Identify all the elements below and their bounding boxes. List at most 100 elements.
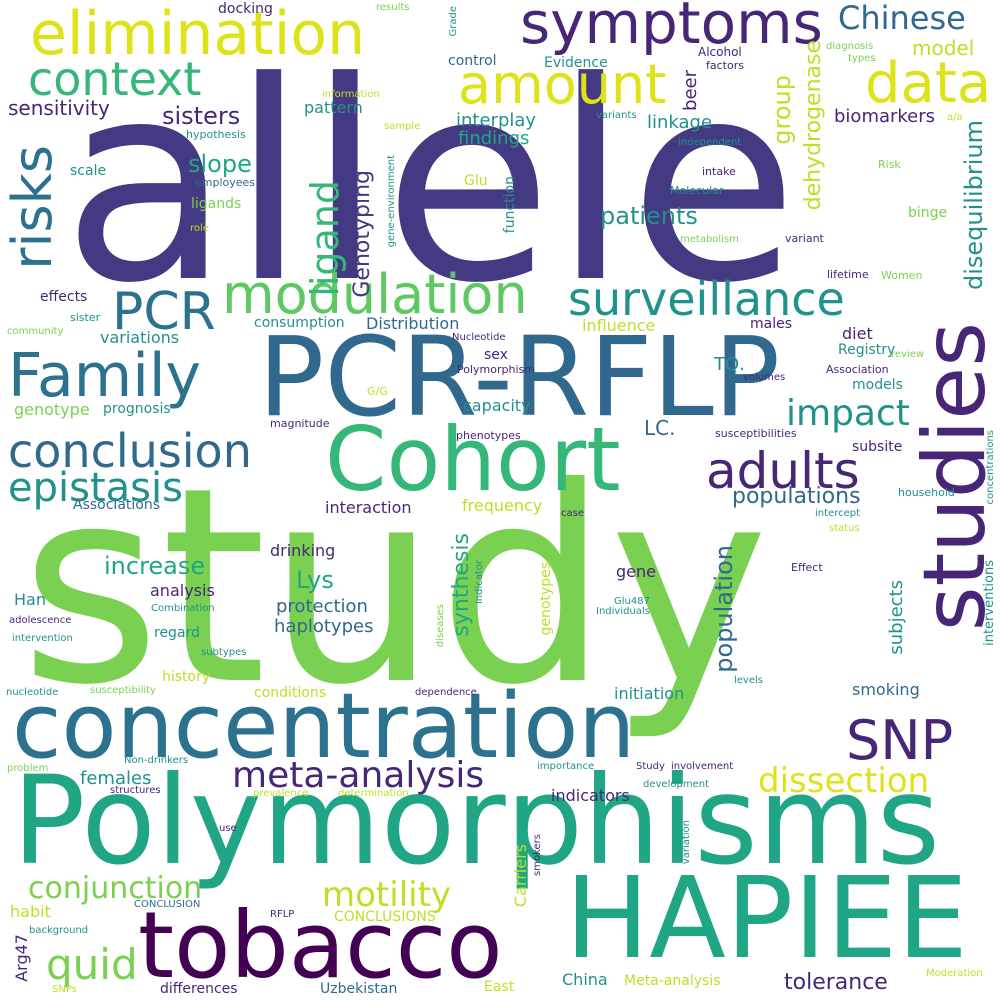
word-symptoms: symptoms — [520, 0, 823, 57]
word-pattern: pattern — [304, 98, 363, 117]
word-conclusion-caps: CONCLUSION — [134, 899, 201, 910]
word-context: context — [28, 52, 202, 106]
word-model: model — [912, 36, 975, 60]
word-synthesis: synthesis — [449, 533, 474, 637]
word-slope: slope — [188, 150, 252, 178]
word-dissection: dissection — [758, 761, 930, 801]
word-types: types — [848, 53, 876, 64]
word-biomarkers: biomarkers — [834, 106, 936, 127]
word-frequency: frequency — [462, 496, 543, 515]
word-sample: sample — [384, 121, 421, 132]
word-pcr-rflp: PCR-RFLP — [258, 313, 781, 441]
word-women: Women — [881, 269, 923, 282]
word-independent: independent — [678, 137, 742, 148]
word-consumption: consumption — [254, 315, 345, 331]
word-analysis: analysis — [150, 581, 215, 600]
word-tobacco: tobacco — [138, 892, 503, 999]
word-increase: increase — [104, 552, 206, 580]
word-distribution: Distribution — [366, 314, 460, 333]
word-conditions: conditions — [254, 685, 327, 701]
word-rflp: RFLP — [270, 909, 295, 920]
word-sister: sister — [70, 311, 101, 324]
word-individuals: Individuals — [596, 606, 650, 617]
word-allele: allele — [62, 23, 799, 343]
word-linkage: linkage — [647, 112, 713, 133]
word-uzbekistan: Uzbekistan — [320, 981, 398, 997]
word-ligands: ligands — [191, 196, 242, 212]
word-chinese: Chinese — [838, 0, 966, 37]
word-community: community — [7, 326, 64, 337]
word-motility: motility — [322, 875, 452, 915]
word-interaction: interaction — [325, 498, 412, 517]
word-females: females — [80, 768, 152, 789]
word-association: Association — [826, 363, 889, 376]
word-capacity: capacity — [463, 396, 531, 415]
word-variant: variant — [785, 232, 824, 245]
word-associations: Associations — [73, 497, 161, 513]
word-epistasis: epistasis — [8, 465, 183, 511]
word-carriers: Carriers — [511, 844, 530, 908]
word-gene-environment: gene-environment — [386, 155, 397, 248]
word-smokers: smokers — [532, 834, 543, 876]
word-sisters: sisters — [162, 102, 241, 130]
word-interplay: interplay — [456, 110, 537, 131]
word-conjunction: conjunction — [28, 871, 203, 906]
word-registry: Registry — [838, 342, 896, 358]
word-variations: variations — [100, 328, 180, 347]
word-lc: LC. — [644, 416, 676, 440]
word-cohort: Cohort — [325, 408, 621, 511]
word-results: results — [376, 2, 410, 13]
word-subjects: subjects — [886, 580, 907, 655]
word-impact: impact — [786, 393, 910, 434]
word-tolerance: tolerance — [784, 970, 888, 995]
word-concentration: concentration — [12, 674, 636, 779]
word-conclusions: CONCLUSIONS — [334, 909, 436, 925]
word-modulation: modulation — [222, 263, 528, 326]
word-polymorphisms: Polymorphisms — [12, 750, 941, 892]
word-sex: sex — [484, 347, 508, 363]
word-indicator: indicator — [474, 560, 485, 605]
word-influence: influence — [582, 316, 656, 335]
word-conclusion: conclusion — [8, 424, 252, 478]
word-population: population — [710, 545, 738, 673]
word-sensitivity: sensitivity — [8, 96, 110, 120]
word-effect: Effect — [791, 561, 823, 574]
word-use: use — [219, 823, 237, 834]
word-habit: habit — [10, 902, 51, 921]
word-status: status — [829, 523, 860, 534]
word-metabolism: metabolism — [680, 234, 739, 245]
word-household: household — [898, 486, 955, 499]
word-pcr: PCR — [112, 282, 216, 342]
word-phenotypes: phenotypes — [456, 429, 521, 442]
word-males: males — [750, 316, 793, 332]
word-regard: regard — [154, 625, 200, 641]
word-case: case — [561, 508, 584, 519]
word-data: data — [865, 51, 992, 116]
word-non-drinkers: Non-drinkers — [124, 755, 189, 766]
word-risks: risks — [1, 145, 64, 270]
word-family: Family — [8, 341, 202, 411]
word-importance: importance — [537, 761, 595, 772]
word-intake: intake — [702, 165, 736, 178]
word-problem: problem — [7, 763, 49, 774]
word-ligand: ligand — [303, 180, 347, 297]
word-snp: SNP — [846, 709, 954, 772]
word-g-g: G/G — [367, 385, 388, 398]
word-prognosis: prognosis — [103, 401, 171, 417]
word-evidence: Evidence — [544, 55, 608, 71]
word-background: background — [29, 925, 89, 936]
word-molecular: Molecular — [670, 184, 724, 197]
word-role: role — [190, 223, 209, 234]
word-diseases: diseases — [435, 604, 446, 648]
word-information: information — [322, 89, 380, 100]
word-study: study — [20, 429, 769, 744]
word-amount: amount — [458, 53, 667, 116]
word-diagnosis: diagnosis — [826, 41, 874, 52]
word-beer: beer — [680, 70, 701, 111]
word-susceptibility: susceptibility — [90, 685, 156, 696]
word-glu487: Glu487 — [614, 596, 650, 607]
word-history: history — [162, 669, 211, 685]
word-nucleotide: Nucleotide — [452, 332, 506, 343]
word-tq: TQ. — [714, 354, 745, 375]
word-nucleotide-lc: nucleotide — [6, 687, 59, 698]
